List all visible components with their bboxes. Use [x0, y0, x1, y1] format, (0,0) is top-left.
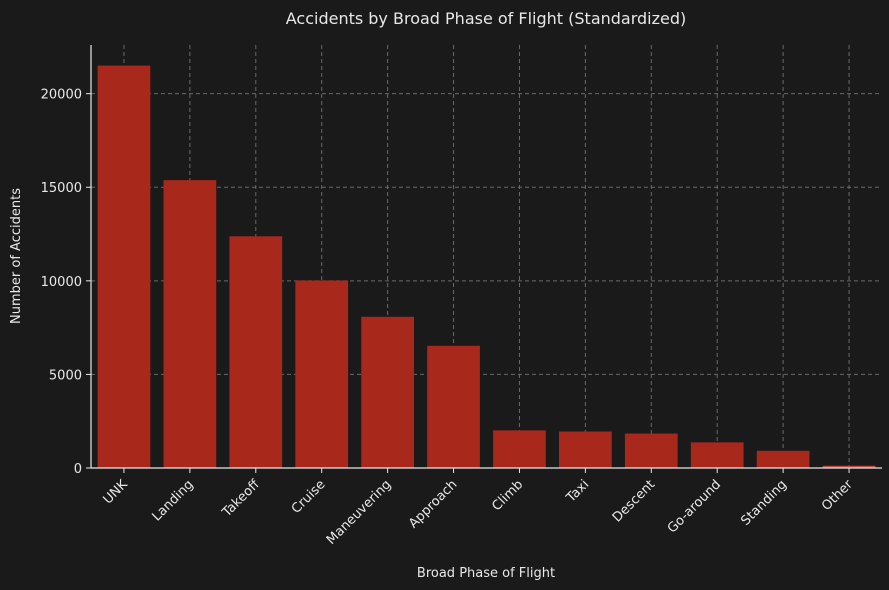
bar-descent [624, 433, 678, 468]
x-tick-label: Taxi [563, 477, 592, 506]
x-tick-label: Standing [738, 477, 790, 529]
x-tick-label: Climb [489, 477, 526, 514]
y-ticks: 0 5000 10000 15000 20000 [41, 88, 91, 477]
y-tick-label: 10000 [41, 275, 82, 290]
bar-go-around [690, 442, 744, 468]
x-axis-label: Broad Phase of Flight [417, 566, 555, 581]
x-tick-label: Descent [610, 477, 658, 525]
x-tick-label: Landing [149, 477, 196, 524]
y-axis-label: Number of Accidents [9, 188, 24, 324]
bar-standing [756, 450, 810, 468]
bar-takeoff [229, 236, 283, 468]
chart-title: Accidents by Broad Phase of Flight (Stan… [286, 9, 687, 28]
x-tick-label: Go-around [665, 477, 724, 536]
y-tick-label: 15000 [41, 181, 82, 196]
bar-landing [163, 180, 217, 469]
x-tick-label: UNK [101, 477, 132, 508]
bar-climb [493, 430, 546, 468]
axes [90, 45, 882, 469]
bar-unk [97, 65, 151, 468]
bars [97, 65, 876, 469]
x-tick-label: Cruise [289, 477, 329, 517]
y-tick-label: 0 [74, 462, 82, 477]
x-tick-label: Approach [406, 477, 460, 531]
bar-approach [427, 345, 480, 468]
bar-maneuvering [361, 316, 414, 468]
y-tick-label: 20000 [41, 88, 82, 103]
bar-cruise [295, 280, 349, 468]
bar-other [822, 465, 876, 468]
bar-taxi [559, 431, 612, 468]
x-tick-label: Maneuvering [324, 477, 395, 548]
y-tick-label: 5000 [49, 368, 82, 383]
x-tick-label: Takeoff [219, 476, 263, 520]
x-tick-label: Other [819, 477, 856, 514]
